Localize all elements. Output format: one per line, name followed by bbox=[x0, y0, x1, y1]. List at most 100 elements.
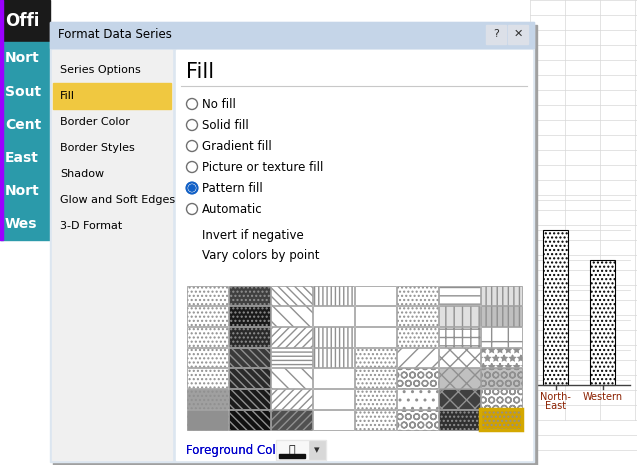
Bar bbox=[229, 368, 269, 388]
Text: Automatic: Automatic bbox=[202, 202, 262, 215]
Text: Wes: Wes bbox=[5, 217, 38, 231]
Bar bbox=[187, 348, 227, 367]
Bar bbox=[313, 389, 354, 409]
Bar bbox=[271, 389, 311, 409]
Bar bbox=[187, 327, 227, 346]
Bar bbox=[355, 368, 396, 388]
Bar bbox=[271, 306, 311, 326]
Bar bbox=[313, 410, 354, 430]
Text: No fill: No fill bbox=[202, 98, 236, 111]
Text: Pattern fill: Pattern fill bbox=[202, 181, 262, 194]
Text: Gradient fill: Gradient fill bbox=[202, 140, 272, 153]
Text: Solid fill: Solid fill bbox=[202, 119, 249, 132]
Bar bbox=[438, 348, 480, 367]
Text: Nort: Nort bbox=[5, 52, 39, 66]
Text: 🪣: 🪣 bbox=[289, 445, 296, 455]
Bar bbox=[229, 410, 269, 430]
Bar bbox=[396, 348, 438, 367]
Bar bbox=[313, 306, 354, 326]
Bar bbox=[187, 368, 227, 388]
Bar bbox=[187, 389, 227, 409]
Bar bbox=[355, 389, 396, 409]
Bar bbox=[53, 83, 171, 109]
Bar bbox=[271, 286, 311, 305]
Text: North-: North- bbox=[540, 392, 571, 402]
Circle shape bbox=[187, 140, 197, 152]
Bar bbox=[480, 409, 522, 430]
Bar bbox=[0, 174, 50, 207]
Text: Glow and Soft Edges: Glow and Soft Edges bbox=[60, 195, 175, 205]
Bar bbox=[229, 286, 269, 305]
Bar bbox=[396, 389, 438, 409]
Bar bbox=[438, 286, 480, 305]
Bar bbox=[313, 327, 354, 346]
Bar bbox=[187, 410, 227, 430]
Text: Series Options: Series Options bbox=[60, 65, 141, 75]
Bar bbox=[309, 441, 325, 459]
Bar bbox=[187, 286, 227, 305]
Bar bbox=[0, 75, 50, 108]
Bar bbox=[0, 0, 3, 240]
Bar bbox=[52, 50, 172, 460]
Text: Vary colors by point: Vary colors by point bbox=[202, 248, 320, 261]
Bar bbox=[186, 229, 198, 241]
Bar bbox=[438, 389, 480, 409]
Bar bbox=[480, 348, 522, 367]
Bar bbox=[0, 0, 50, 42]
Bar bbox=[187, 306, 227, 326]
Bar bbox=[229, 389, 269, 409]
Bar bbox=[0, 141, 50, 174]
Bar bbox=[355, 327, 396, 346]
Text: 3-D Format: 3-D Format bbox=[60, 221, 122, 231]
Text: Border Styles: Border Styles bbox=[60, 143, 135, 153]
Circle shape bbox=[187, 182, 197, 193]
Text: East: East bbox=[545, 401, 566, 411]
Text: Nort: Nort bbox=[5, 184, 39, 198]
Text: Western: Western bbox=[582, 392, 622, 402]
Bar bbox=[396, 327, 438, 346]
Text: Sout: Sout bbox=[5, 85, 41, 99]
Bar bbox=[313, 368, 354, 388]
Bar bbox=[176, 50, 532, 460]
Bar bbox=[543, 230, 568, 385]
Bar bbox=[50, 22, 534, 48]
Bar bbox=[277, 441, 309, 459]
Bar bbox=[53, 25, 537, 465]
Bar bbox=[438, 306, 480, 326]
Text: Offi: Offi bbox=[5, 12, 39, 30]
Text: ?: ? bbox=[493, 29, 499, 39]
Bar bbox=[355, 286, 396, 305]
Bar bbox=[313, 348, 354, 367]
Bar bbox=[279, 454, 305, 458]
Bar bbox=[480, 368, 522, 388]
Bar bbox=[480, 306, 522, 326]
Bar bbox=[0, 108, 50, 141]
Bar bbox=[508, 25, 528, 44]
Text: East: East bbox=[5, 151, 39, 165]
Bar bbox=[271, 368, 311, 388]
Bar bbox=[590, 260, 615, 385]
Circle shape bbox=[189, 185, 195, 191]
Bar bbox=[355, 348, 396, 367]
Text: Border Color: Border Color bbox=[60, 117, 130, 127]
Bar bbox=[50, 22, 534, 462]
Text: Foreground Color:: Foreground Color: bbox=[186, 444, 292, 457]
Bar bbox=[271, 410, 311, 430]
Bar bbox=[438, 410, 480, 430]
Text: Cent: Cent bbox=[5, 118, 41, 132]
Text: Fill: Fill bbox=[60, 91, 75, 101]
Text: ▾: ▾ bbox=[314, 445, 320, 455]
Circle shape bbox=[187, 204, 197, 214]
Bar bbox=[480, 327, 522, 346]
Circle shape bbox=[187, 161, 197, 173]
Text: Foreground Color:: Foreground Color: bbox=[186, 444, 292, 457]
Text: Picture or texture fill: Picture or texture fill bbox=[202, 160, 324, 173]
Circle shape bbox=[187, 120, 197, 131]
Bar bbox=[313, 286, 354, 305]
Bar bbox=[396, 286, 438, 305]
Bar bbox=[480, 286, 522, 305]
Bar bbox=[0, 42, 50, 75]
Text: ✕: ✕ bbox=[513, 29, 523, 39]
Bar bbox=[0, 207, 50, 240]
Bar bbox=[396, 410, 438, 430]
